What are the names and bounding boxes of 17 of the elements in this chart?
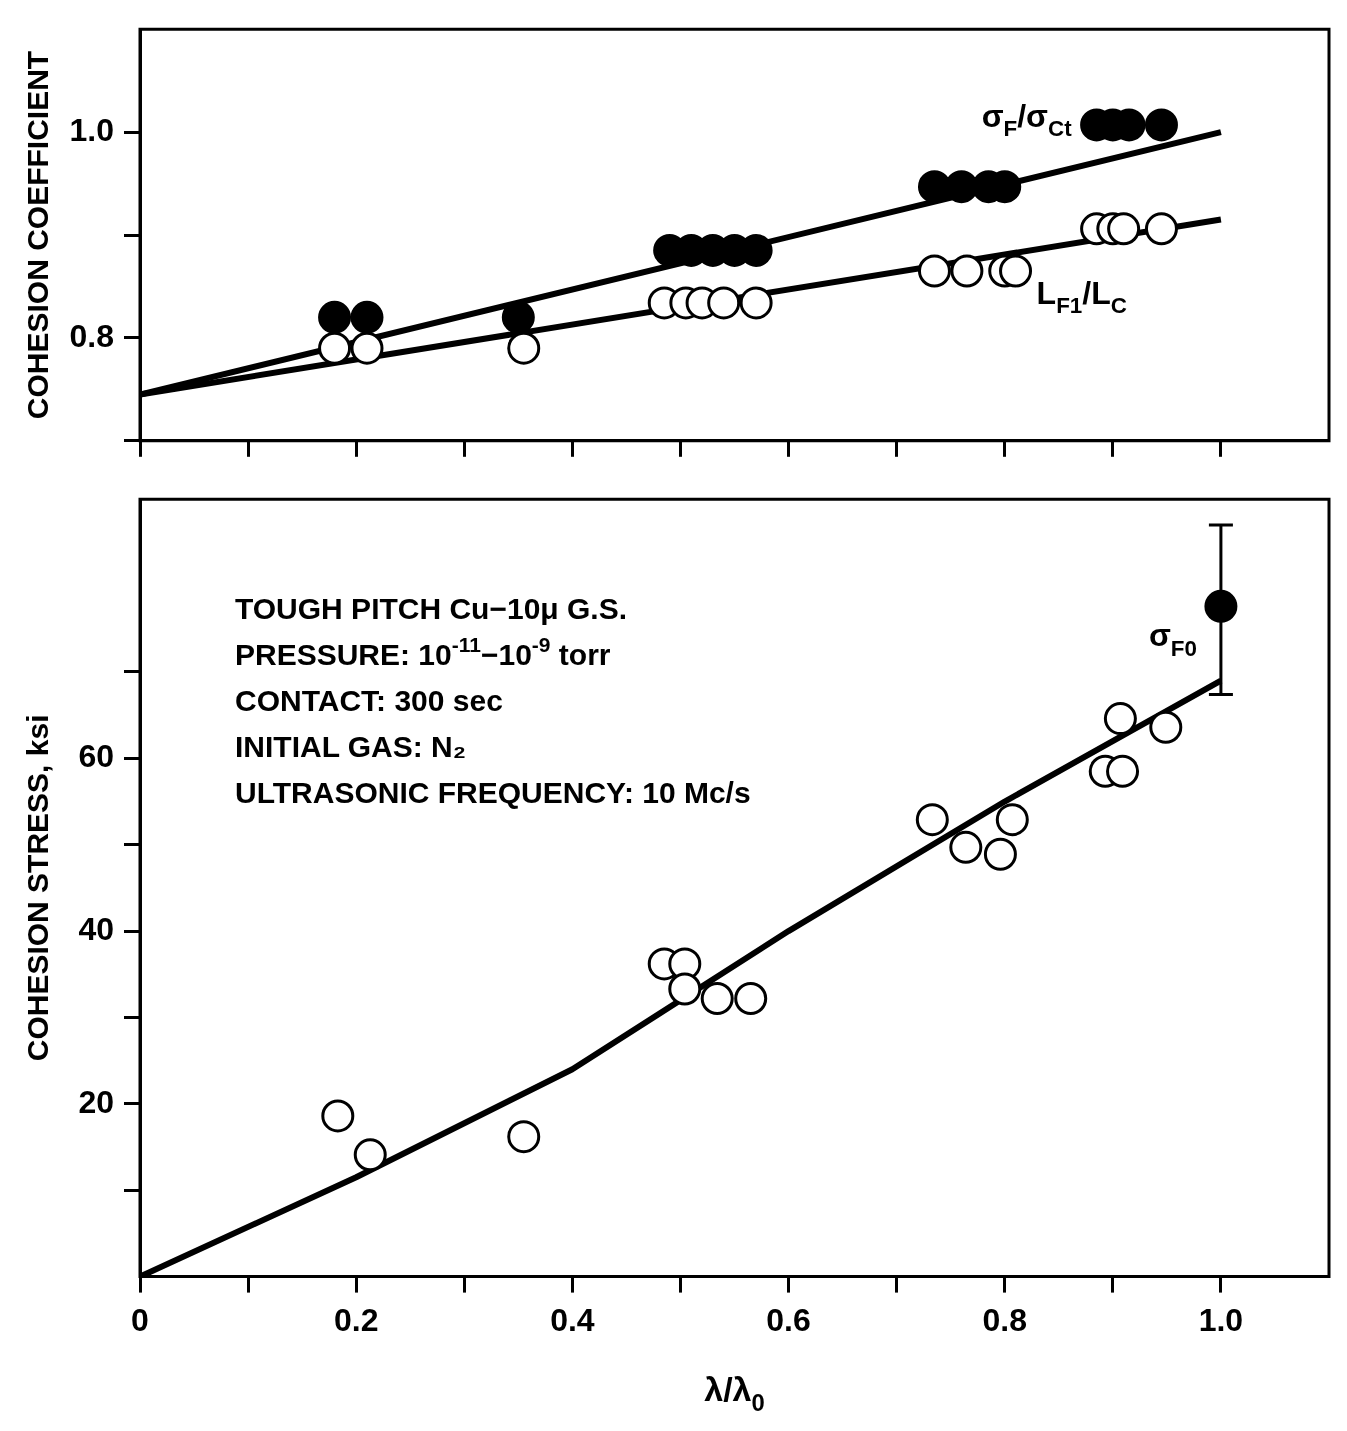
y-tick-label: 20 bbox=[78, 1083, 114, 1120]
y-tick-label: 0.8 bbox=[69, 317, 114, 354]
x-tick-label: 0.8 bbox=[982, 1301, 1027, 1338]
annotation: INITIAL GAS: N₂ bbox=[235, 730, 467, 764]
x-tick-label: 1.0 bbox=[1198, 1301, 1244, 1338]
annotation: ULTRASONIC FREQUENCY: 10 Mc/s bbox=[235, 776, 751, 810]
x-tick-label: 0 bbox=[131, 1301, 149, 1338]
x-tick-label: 0.6 bbox=[766, 1301, 811, 1338]
annotation: TOUGH PITCH Cu−10μ G.S. bbox=[235, 592, 628, 626]
x-tick-label: 0.4 bbox=[550, 1301, 595, 1338]
y-axis-title: COHESION STRESS, ksi bbox=[21, 714, 54, 1062]
y-tick-label: 60 bbox=[78, 738, 114, 775]
x-tick-label: 0.2 bbox=[333, 1301, 379, 1338]
y-tick-label: 40 bbox=[78, 910, 114, 947]
y-axis-title: COHESION COEFFICIENT bbox=[21, 50, 54, 420]
y-tick-label: 1.0 bbox=[69, 111, 114, 148]
annotation: CONTACT: 300 sec bbox=[235, 684, 503, 718]
